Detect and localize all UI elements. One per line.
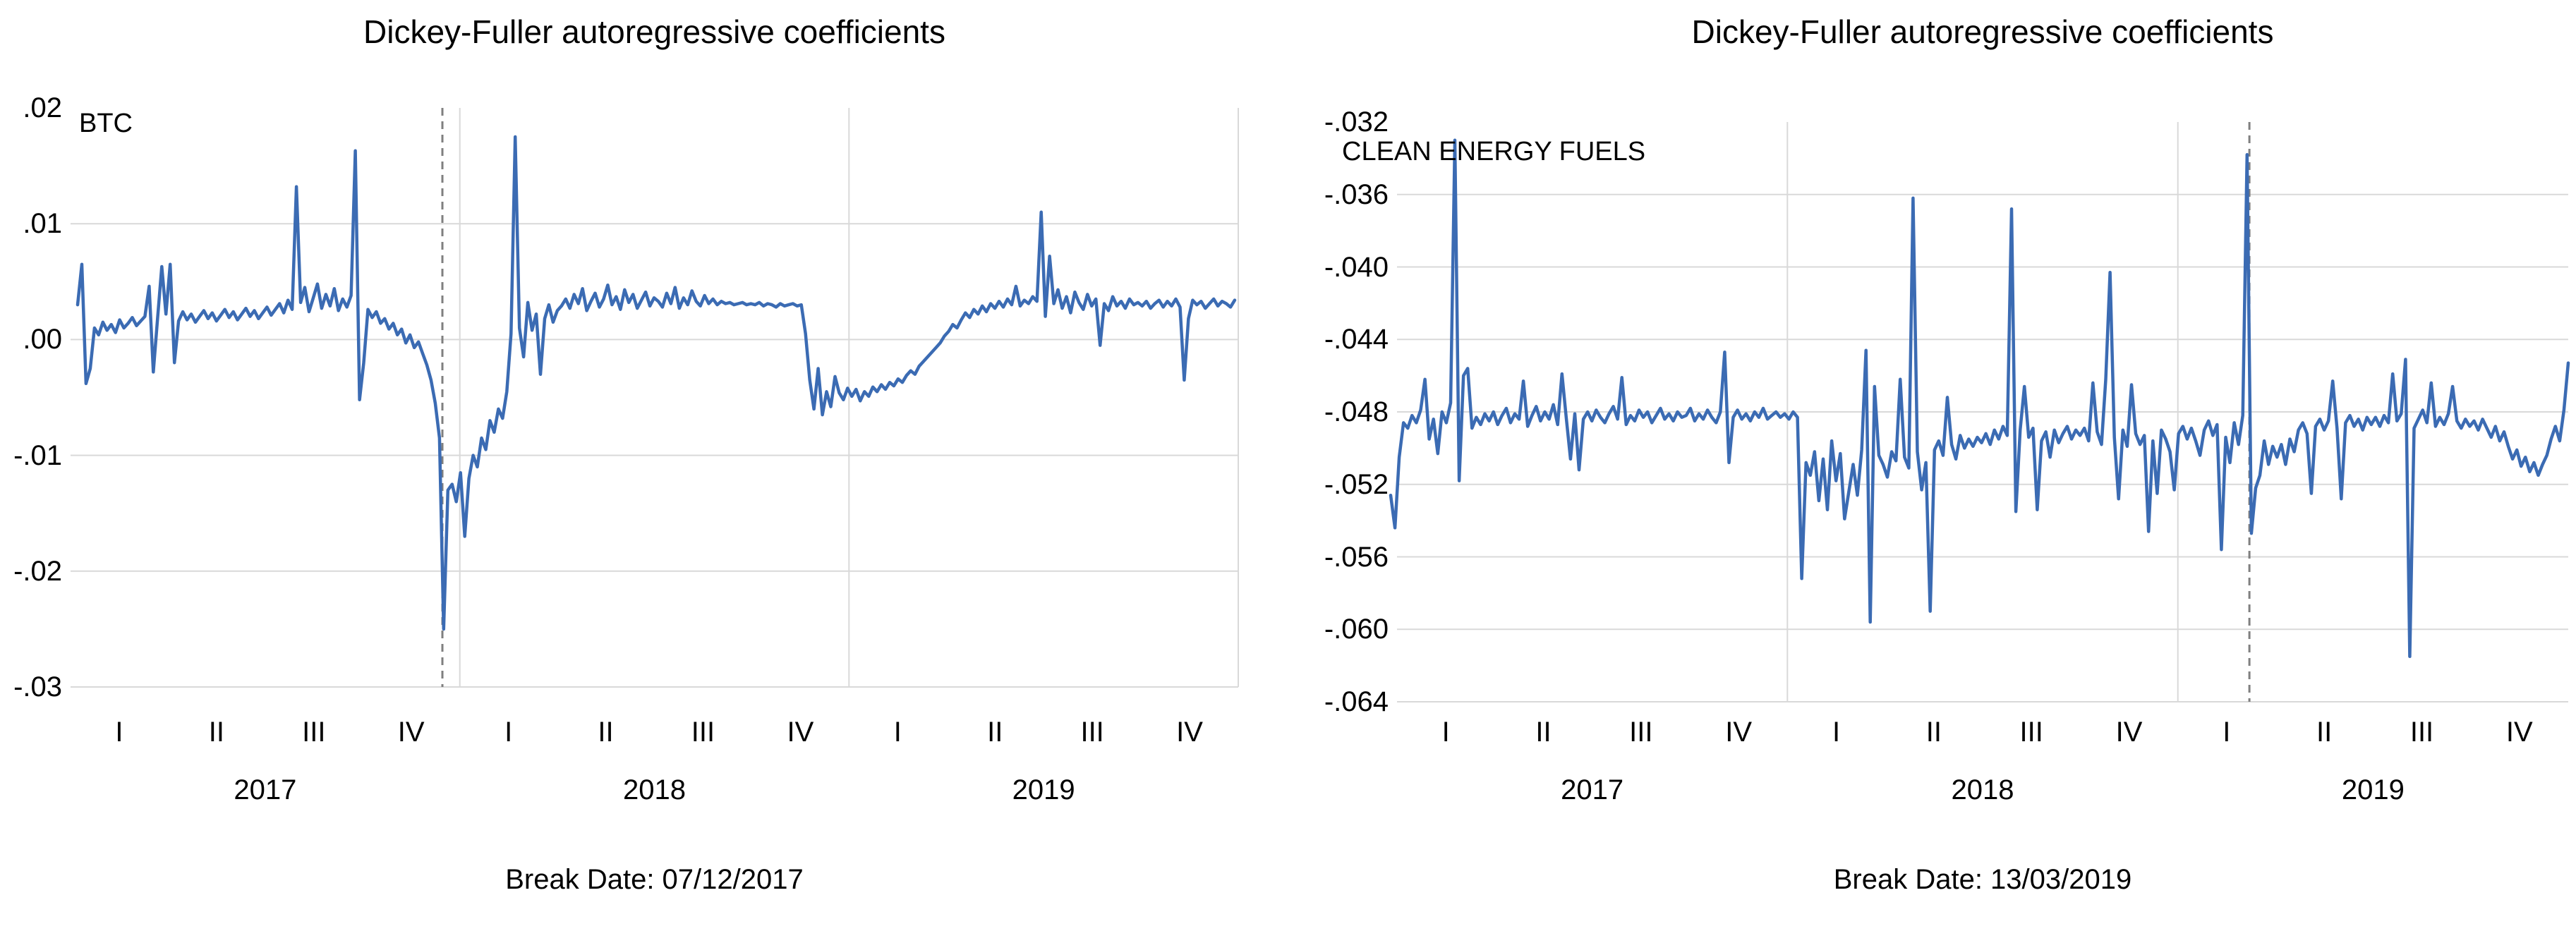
plot-right [1389, 122, 2570, 702]
series-line [1389, 138, 2570, 659]
gridlines [71, 108, 1239, 688]
series-line [75, 135, 1237, 631]
gridlines [1397, 122, 2568, 702]
plot-left [71, 108, 1239, 688]
